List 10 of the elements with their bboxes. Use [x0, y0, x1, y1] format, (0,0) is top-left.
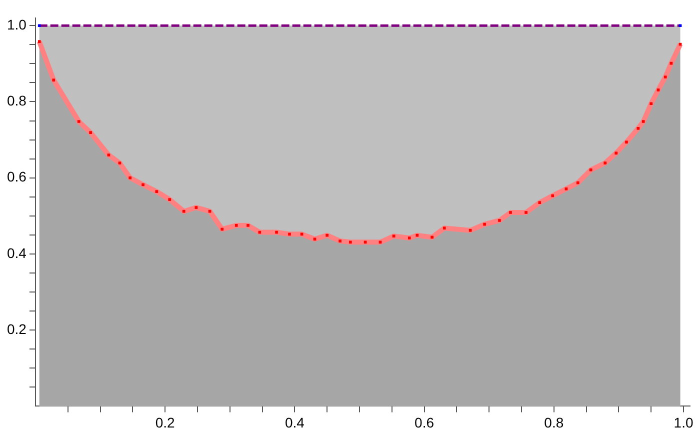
y-tick-label: 1.0 [6, 16, 27, 32]
y-tick-label: 0.4 [6, 244, 27, 261]
x-tick-label: 1.0 [674, 414, 694, 430]
x-tick-label: 0.2 [155, 414, 176, 430]
y-tick-label: 0.6 [6, 168, 27, 185]
y-tick-label: 0.8 [6, 92, 27, 109]
x-tick-label: 0.4 [284, 414, 305, 430]
x-tick-label: 0.8 [544, 414, 564, 430]
x-tick-label: 0.6 [414, 414, 434, 430]
y-tick-label: 0.2 [6, 320, 27, 337]
